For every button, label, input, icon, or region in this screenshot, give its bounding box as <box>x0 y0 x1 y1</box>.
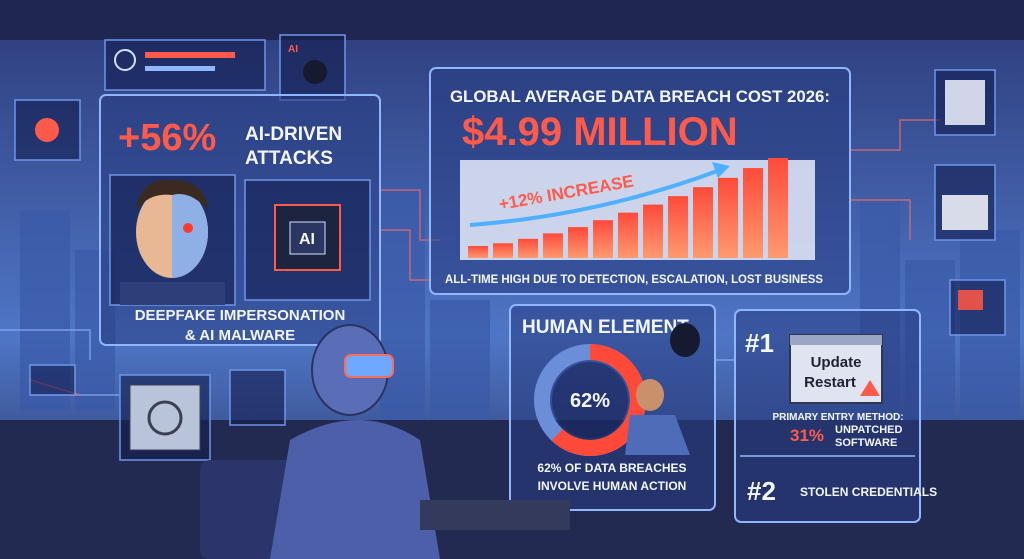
popup-text: Restart <box>804 374 856 391</box>
bar-decoration <box>543 233 563 258</box>
ai-panel: +56% AI-DRIVEN ATTACKS AI DEEPFAKE IMPER… <box>99 94 381 346</box>
cost-title: GLOBAL AVERAGE DATA BREACH COST 2026: <box>450 87 830 106</box>
cost-caption: ALL-TIME HIGH DUE TO DETECTION, ESCALATI… <box>445 272 823 286</box>
bar-decoration <box>493 243 513 258</box>
ai-stat: +56% <box>118 117 216 159</box>
primary-method: UNPATCHED <box>835 424 902 436</box>
bar-decoration <box>668 196 688 258</box>
bar-decoration <box>718 177 738 258</box>
bar-decoration <box>568 227 588 258</box>
bar-decoration <box>593 220 613 258</box>
bar-decoration <box>768 158 788 258</box>
donut-label: 62% <box>570 390 610 412</box>
ai-title: ATTACKS <box>245 148 333 169</box>
ai-title: AI-DRIVEN <box>245 124 342 145</box>
human-caption: INVOLVE HUMAN ACTION <box>538 479 687 493</box>
chip-label: AI <box>299 231 315 248</box>
rank-2: #2 <box>747 476 776 506</box>
bars <box>468 158 788 258</box>
bar-decoration <box>518 238 538 258</box>
primary-label: PRIMARY ENTRY METHOD: <box>772 412 903 423</box>
cost-panel: GLOBAL AVERAGE DATA BREACH COST 2026: $4… <box>429 67 851 295</box>
secondary-method: STOLEN CREDENTIALS <box>800 485 937 499</box>
human-panel: HUMAN ELEMENT 62% 62% OF DATA BREACHES I… <box>509 304 716 511</box>
bar-decoration <box>693 187 713 258</box>
side-icons: AI <box>14 34 1006 461</box>
bar-decoration <box>643 204 663 258</box>
bar-decoration <box>743 168 763 258</box>
ai-caption: DEEPFAKE IMPERSONATION <box>135 307 346 324</box>
bar-decoration <box>618 212 638 258</box>
rank-1: #1 <box>745 328 774 358</box>
icon-label: AI <box>288 44 298 55</box>
bar-decoration <box>468 246 488 258</box>
human-title: HUMAN ELEMENT <box>522 317 689 338</box>
ceiling <box>0 0 1024 40</box>
operator <box>200 324 570 559</box>
primary-stat: 31% <box>790 426 824 445</box>
ai-caption: & AI MALWARE <box>185 327 295 344</box>
primary-method: SOFTWARE <box>835 437 897 449</box>
entry-panel: #1 Update Restart PRIMARY ENTRY METHOD: … <box>734 309 937 523</box>
human-caption: 62% OF DATA BREACHES <box>537 461 686 475</box>
cost-amount: $4.99 MILLION <box>462 110 738 154</box>
popup-text: Update <box>811 354 862 371</box>
